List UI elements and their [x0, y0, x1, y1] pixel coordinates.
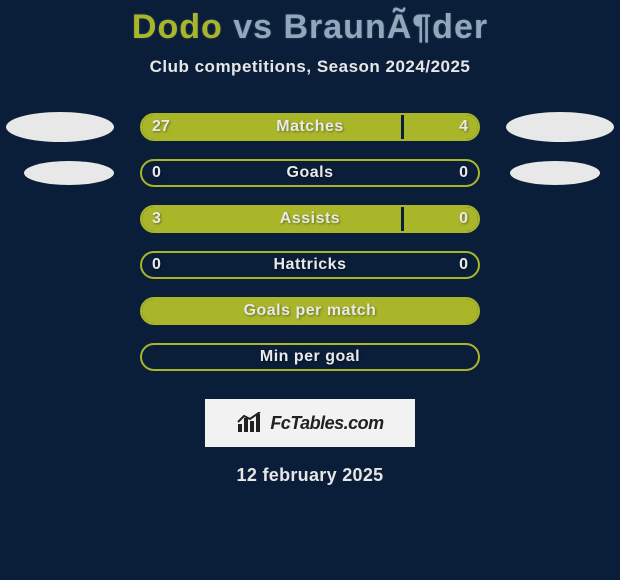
stat-value-right: 0 [459, 207, 468, 231]
stat-track: Goals per match [140, 297, 480, 325]
bar-chart-icon [236, 412, 264, 434]
stat-label: Assists [142, 207, 478, 231]
fctables-logo: FcTables.com [205, 399, 415, 447]
stat-track: 3 Assists 0 [140, 205, 480, 233]
player1-avatar-large [6, 112, 114, 142]
stat-label: Matches [142, 115, 478, 139]
stat-label: Hattricks [142, 253, 478, 277]
stat-row: Min per goal [0, 335, 620, 381]
stat-track: Min per goal [140, 343, 480, 371]
page-title: Dodo vs BraunÃ¶der [0, 8, 620, 47]
stat-row: 3 Assists 0 [0, 197, 620, 243]
stat-row: Goals per match [0, 289, 620, 335]
date-label: 12 february 2025 [0, 465, 620, 486]
player2-name: BraunÃ¶der [283, 8, 488, 46]
stat-label: Min per goal [142, 345, 478, 369]
player2-avatar-small [510, 161, 600, 185]
stat-track: 27 Matches 4 [140, 113, 480, 141]
stat-value-right: 0 [459, 253, 468, 277]
stat-row: 0 Hattricks 0 [0, 243, 620, 289]
stat-track: 0 Goals 0 [140, 159, 480, 187]
stat-row: 27 Matches 4 [0, 105, 620, 151]
player1-avatar-small [24, 161, 114, 185]
subtitle: Club competitions, Season 2024/2025 [0, 57, 620, 77]
stat-label: Goals [142, 161, 478, 185]
player2-avatar-large [506, 112, 614, 142]
logo-text: FcTables.com [270, 413, 383, 434]
vs-word: vs [233, 8, 273, 46]
stat-label: Goals per match [142, 299, 478, 323]
stat-value-right: 0 [459, 161, 468, 185]
stat-row: 0 Goals 0 [0, 151, 620, 197]
stat-track: 0 Hattricks 0 [140, 251, 480, 279]
player1-name: Dodo [132, 8, 223, 46]
comparison-card: Dodo vs BraunÃ¶der Club competitions, Se… [0, 0, 620, 580]
stat-value-right: 4 [459, 115, 468, 139]
